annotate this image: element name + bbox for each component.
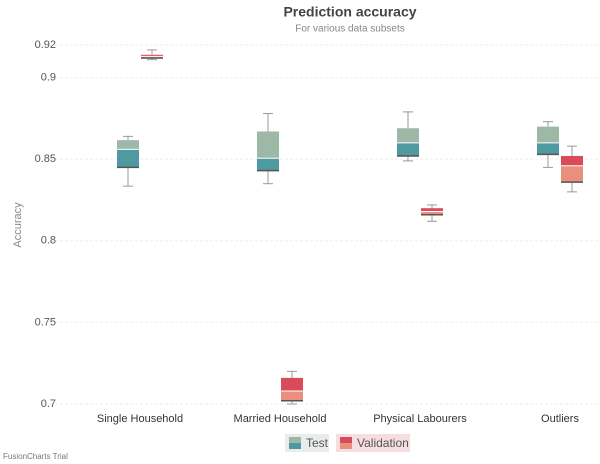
box-upper: [141, 54, 163, 57]
y-tick-label: 0.7: [41, 398, 56, 410]
x-tick-label: Physical Labourers: [373, 413, 467, 425]
box-upper: [397, 128, 419, 143]
legend-label[interactable]: Validation: [357, 436, 409, 450]
box-upper: [421, 208, 443, 212]
y-tick-label: 0.8: [41, 235, 56, 247]
box-lower: [421, 211, 443, 215]
box-lower: [281, 390, 303, 401]
box-lower: [561, 165, 583, 183]
legend-swatch-upper[interactable]: [289, 437, 301, 443]
box-lower: [537, 142, 559, 155]
box-upper: [561, 155, 583, 166]
chart-title: Prediction accuracy: [283, 4, 416, 20]
y-tick-label: 0.9: [41, 72, 56, 84]
credit: FusionCharts Trial: [3, 452, 68, 461]
chart-subtitle: For various data subsets: [295, 24, 405, 35]
x-tick-label: Married Household: [234, 413, 327, 425]
box-upper: [281, 377, 303, 391]
box-lower: [397, 142, 419, 156]
box-upper: [537, 126, 559, 143]
y-tick-label: 0.92: [35, 39, 56, 51]
legend-swatch-upper[interactable]: [340, 437, 352, 443]
x-tick-label: Outliers: [541, 413, 579, 425]
legend-swatch-lower[interactable]: [340, 443, 352, 449]
x-tick-label: Single Household: [97, 413, 183, 425]
legend-swatch-lower[interactable]: [289, 443, 301, 449]
box-lower: [257, 158, 279, 171]
y-tick-label: 0.85: [35, 153, 56, 165]
box-upper: [257, 131, 279, 159]
legend-bg[interactable]: [336, 434, 410, 452]
box-lower: [141, 56, 163, 59]
box-lower: [117, 149, 139, 168]
y-axis-title: Accuracy: [12, 202, 24, 248]
legend-label[interactable]: Test: [306, 436, 329, 450]
box-upper: [117, 140, 139, 150]
y-tick-label: 0.75: [35, 316, 56, 328]
